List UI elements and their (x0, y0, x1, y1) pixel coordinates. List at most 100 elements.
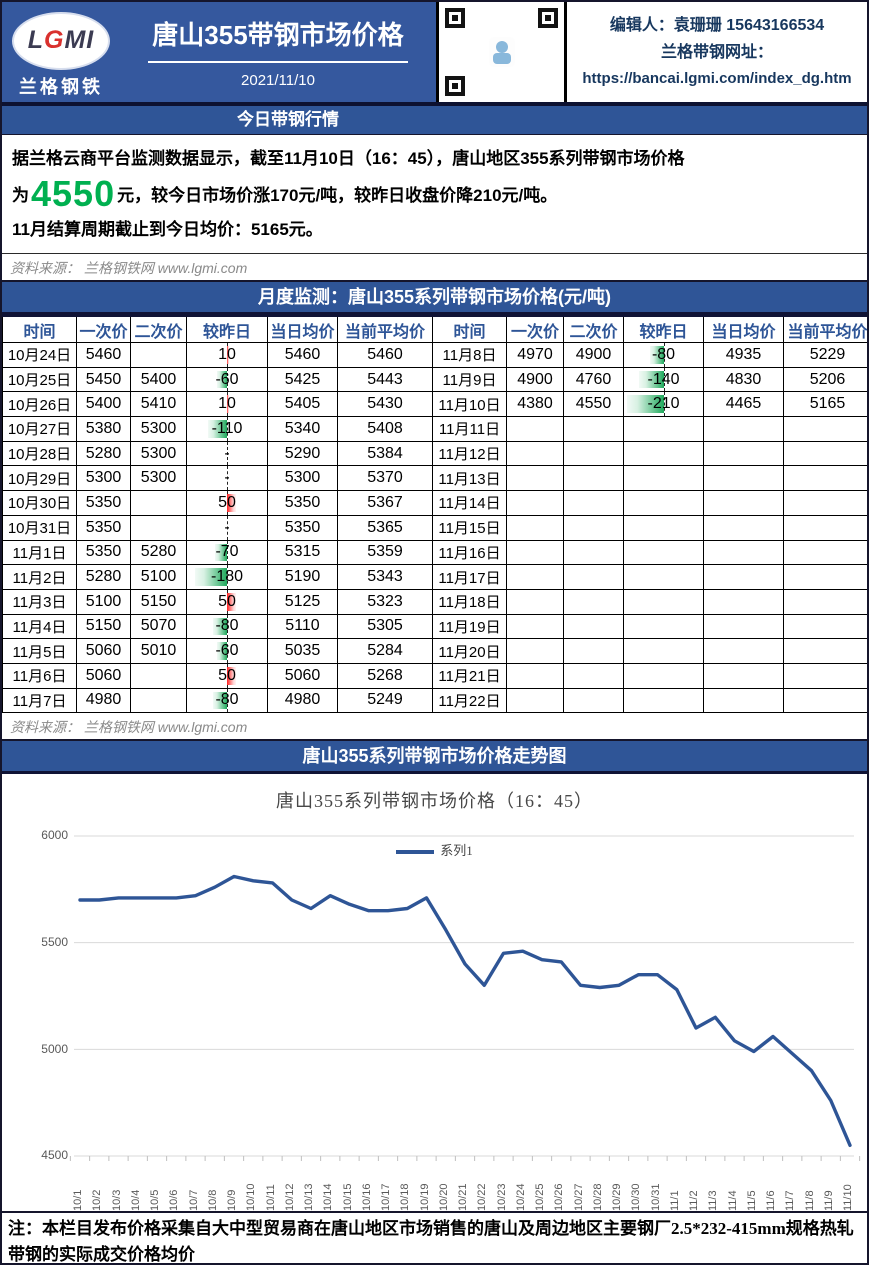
date-cell: 11月12日 (432, 440, 507, 467)
x-axis-label: 10/7 (187, 1189, 200, 1212)
paragraph-line-2: 为4550 元，较今日市场价涨170元/吨，较昨日收盘价降210元/吨。 (12, 176, 857, 212)
day-avg-cell: 4980 (267, 687, 338, 714)
change-cell: 50 (186, 588, 268, 615)
price1-cell (506, 638, 564, 664)
site-url-link[interactable]: https://bancai.lgmi.com/index_dg.htm (582, 70, 852, 87)
price1-cell (506, 514, 564, 541)
period-avg-cell: 5229 (783, 342, 867, 368)
site-label: 兰格带钢网址： (660, 44, 773, 61)
trend-chart: 唐山355系列带钢市场价格（16：45） 系列1 6000 5500 5000 450… (2, 774, 867, 1212)
period-avg-cell (783, 613, 867, 640)
table-row: 10月29日 5300 5300-5300 5370 11月13日 (2, 465, 867, 492)
day-avg-cell: 5405 (267, 391, 338, 418)
day-avg-cell (703, 662, 784, 689)
x-axis-label: 11/6 (765, 1190, 777, 1212)
x-axis-label: 10/24 (514, 1183, 527, 1212)
change-cell: 50 (186, 662, 268, 689)
day-avg-cell (703, 440, 784, 467)
day-avg-cell: 5035 (267, 638, 338, 664)
column-header: 当日均价 (703, 315, 784, 343)
price2-cell (563, 490, 624, 516)
change-cell (623, 539, 704, 566)
table-header-row: 时间 一次价 二次价 较昨日 当日均价 当前平均价 时间 一次价 二次价 较昨日 当日均价 当前平均价 (2, 315, 867, 343)
price2-cell (563, 588, 624, 615)
x-axis-label: 11/3 (707, 1190, 720, 1212)
price2-cell (563, 440, 624, 467)
x-axis-label: 10/14 (322, 1183, 335, 1212)
price1-cell (506, 662, 564, 689)
change-cell: -80 (186, 613, 268, 640)
period-avg-cell: 5249 (337, 687, 433, 714)
monthly-table-title-bar: 月度监测：唐山355系列带钢市场价格(元/吨) (2, 280, 867, 315)
change-cell: -60 (186, 638, 268, 664)
column-header: 当前平均价 (783, 315, 867, 343)
paragraph-line-1: 据兰格云商平台监测数据显示，截至11月10日（16：45），唐山地区355系列带… (12, 149, 685, 168)
change-bar-positive (227, 592, 236, 611)
x-axis-label: 10/20 (437, 1183, 450, 1212)
qr-code-icon (443, 6, 560, 98)
date-cell: 11月20日 (432, 638, 507, 664)
period-avg-cell: 5365 (337, 514, 433, 541)
x-axis-label: 10/26 (553, 1183, 566, 1212)
table-row: 10月27日 5380 5300 -110 5340 5408 11月11日 (2, 416, 867, 442)
date-cell: 11月4日 (2, 613, 77, 640)
x-axis-label: 10/23 (495, 1183, 508, 1212)
day-avg-cell (703, 638, 784, 664)
x-axis-label: 10/1 (72, 1189, 84, 1212)
column-header: 二次价 (563, 315, 624, 343)
x-axis-label: 10/3 (110, 1189, 123, 1212)
period-avg-cell (783, 588, 867, 615)
table-row: 11月7日 4980 -80 4980 5249 11月22日 (2, 687, 867, 714)
y-axis-label: 6000 (41, 828, 68, 843)
date-cell: 10月28日 (2, 440, 77, 467)
price1-cell (506, 564, 564, 590)
price1-cell: 5280 (76, 564, 131, 590)
editor-line: 编辑人：袁珊珊 15643166534 (609, 17, 825, 34)
monthly-price-table: 时间 一次价 二次价 较昨日 当日均价 当前平均价 时间 一次价 二次价 较昨日 当日均价 当前平均价… (2, 315, 867, 714)
change-cell: - (186, 465, 268, 492)
x-axis-label: 11/2 (688, 1190, 700, 1212)
period-avg-cell: 5430 (337, 391, 433, 418)
period-avg-cell: 5343 (337, 564, 433, 590)
period-avg-cell (783, 440, 867, 467)
period-avg-cell (783, 416, 867, 442)
date-cell: 11月7日 (2, 687, 77, 714)
period-avg-cell: 5206 (783, 366, 867, 393)
column-header: 较昨日 (186, 315, 268, 343)
column-header: 二次价 (130, 315, 187, 343)
period-avg-cell: 5408 (337, 416, 433, 442)
table-row: 11月4日 5150 5070 -80 5110 5305 11月19日 (2, 613, 867, 640)
day-avg-cell (703, 514, 784, 541)
change-bar-negative (627, 395, 664, 414)
day-avg-cell: 5315 (267, 539, 338, 566)
date-cell: 10月25日 (2, 366, 77, 393)
change-cell (623, 416, 704, 442)
change-cell (623, 465, 704, 492)
change-cell: - (186, 514, 268, 541)
price2-cell: 5400 (130, 366, 187, 393)
report-date: 2021/11/10 (241, 72, 315, 89)
price2-cell (130, 687, 187, 714)
chart-legend: 系列1 (2, 840, 867, 859)
price2-cell (563, 514, 624, 541)
price1-cell: 5380 (76, 416, 131, 442)
price2-cell: 5300 (130, 440, 187, 467)
chart-plot-area (69, 835, 861, 1162)
date-cell: 11月5日 (2, 638, 77, 664)
day-avg-cell (703, 416, 784, 442)
period-avg-cell: 5384 (337, 440, 433, 467)
period-avg-cell: 5268 (337, 662, 433, 689)
period-avg-cell (783, 514, 867, 541)
date-cell: 10月30日 (2, 490, 77, 516)
price1-cell (506, 539, 564, 566)
table-body: 10月24日 5460 10 5460 5460 11月8日 4970 4900 -80 4935… (2, 342, 867, 714)
date-cell: 10月31日 (2, 514, 77, 541)
price2-cell (563, 662, 624, 689)
change-cell: -110 (186, 416, 268, 442)
table-row: 11月2日 5280 5100 -180 5190 5343 11月17日 (2, 564, 867, 590)
price2-cell (130, 662, 187, 689)
column-header: 当日均价 (267, 315, 338, 343)
x-axis-label: 10/18 (399, 1183, 412, 1212)
price1-cell (506, 588, 564, 615)
